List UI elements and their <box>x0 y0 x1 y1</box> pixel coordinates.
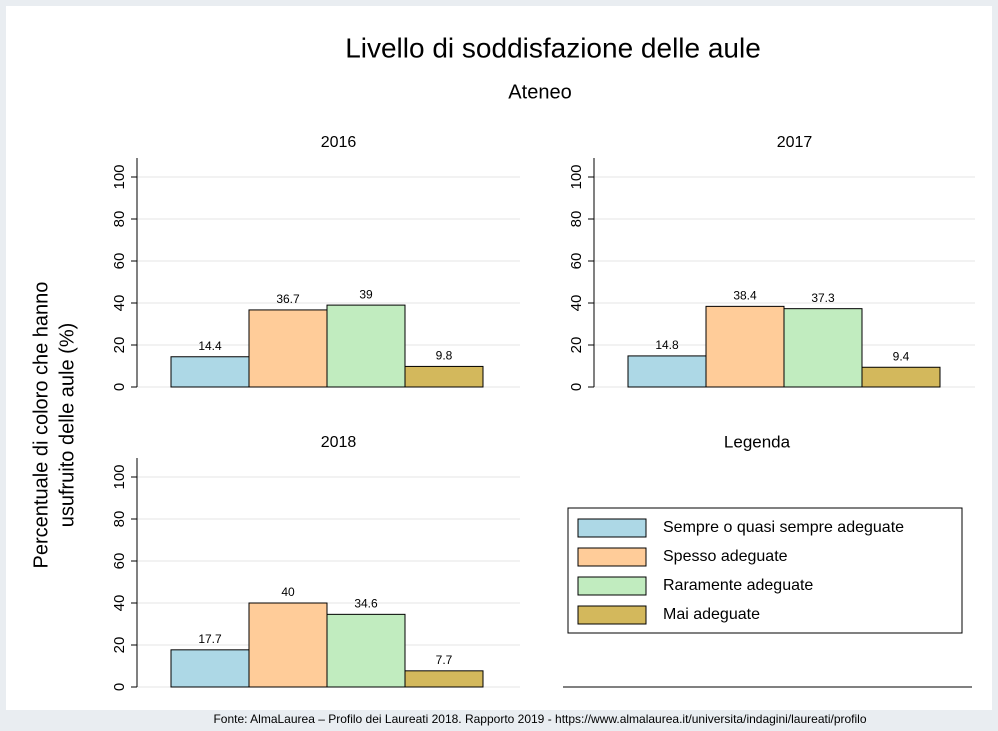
value-label: 39 <box>359 287 373 301</box>
y-tick-label: 60 <box>111 253 128 270</box>
y-tick-label: 100 <box>111 464 128 489</box>
legend-swatch <box>577 605 647 625</box>
y-tick-label: 0 <box>111 683 128 691</box>
legend-label: Mai adeguate <box>663 606 760 623</box>
bar <box>404 365 484 388</box>
legend-title: Legenda <box>724 432 791 451</box>
value-label: 40 <box>281 585 295 599</box>
bar <box>861 366 941 388</box>
legend-swatch <box>577 518 647 538</box>
y-tick-label: 100 <box>111 164 128 189</box>
bar <box>404 670 484 688</box>
legend-swatch <box>577 547 647 567</box>
bar <box>248 602 328 688</box>
y-tick-label: 60 <box>111 553 128 570</box>
bar <box>783 308 863 388</box>
y-axis-label: usufruito delle aule (%) <box>56 323 78 528</box>
y-tick-label: 40 <box>111 295 128 312</box>
value-label: 14.4 <box>198 339 222 353</box>
legend-swatch <box>577 576 647 596</box>
panel-title: 2018 <box>321 434 357 451</box>
y-tick-label: 40 <box>111 595 128 612</box>
chart-subtitle: Ateneo <box>508 81 571 103</box>
y-tick-label: 0 <box>568 383 585 391</box>
bar <box>170 356 250 388</box>
y-tick-label: 80 <box>111 211 128 228</box>
bar <box>705 305 785 388</box>
value-label: 9.8 <box>436 349 453 363</box>
bar <box>248 309 328 388</box>
y-tick-label: 20 <box>568 337 585 354</box>
y-tick-label: 80 <box>111 511 128 528</box>
y-tick-label: 40 <box>568 295 585 312</box>
bar <box>326 613 406 688</box>
y-tick-label: 80 <box>568 211 585 228</box>
panel-title: 2017 <box>777 134 813 151</box>
value-label: 7.7 <box>436 653 453 667</box>
y-tick-label: 60 <box>568 253 585 270</box>
value-label: 9.4 <box>893 349 910 363</box>
y-tick-label: 20 <box>111 637 128 654</box>
panel-title: 2016 <box>321 134 357 151</box>
value-label: 34.6 <box>354 597 378 611</box>
source-note: Fonte: AlmaLaurea – Profilo dei Laureati… <box>213 712 866 726</box>
y-tick-label: 100 <box>568 164 585 189</box>
value-label: 38.4 <box>733 289 757 303</box>
legend-label: Spesso adeguate <box>663 548 788 565</box>
value-label: 37.3 <box>811 291 835 305</box>
y-tick-label: 20 <box>111 337 128 354</box>
y-tick-label: 0 <box>111 383 128 391</box>
value-label: 14.8 <box>655 338 679 352</box>
bar <box>170 649 250 688</box>
value-label: 17.7 <box>198 632 222 646</box>
legend-label: Sempre o quasi sempre adeguate <box>663 519 904 536</box>
chart-title: Livello di soddisfazione delle aule <box>345 32 761 63</box>
bar <box>627 355 707 388</box>
legend-label: Raramente adeguate <box>663 577 813 594</box>
bar <box>326 304 406 388</box>
value-label: 36.7 <box>276 292 300 306</box>
y-axis-label: Percentuale di coloro che hanno <box>30 282 52 569</box>
